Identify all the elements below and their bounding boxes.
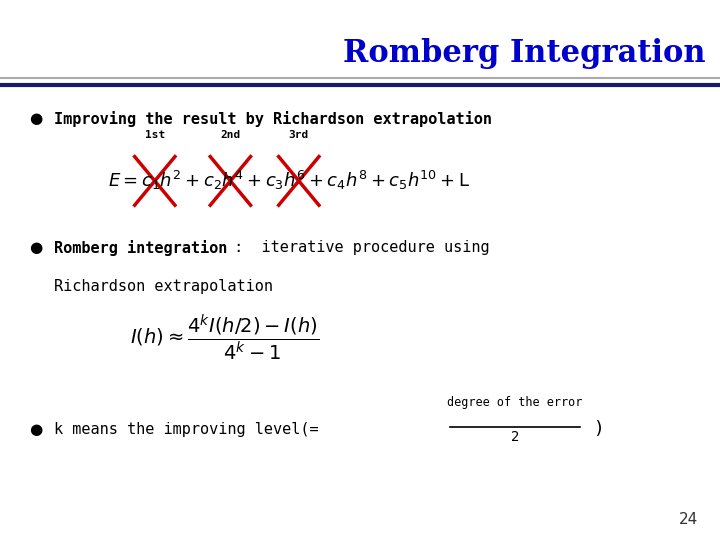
Text: :  iterative procedure using: : iterative procedure using <box>225 240 490 255</box>
Text: 24: 24 <box>679 511 698 526</box>
Text: 2: 2 <box>510 430 519 444</box>
Text: $I(h) \approx \dfrac{4^k I(h/2) - I(h)}{4^k - 1}$: $I(h) \approx \dfrac{4^k I(h/2) - I(h)}{… <box>130 312 319 363</box>
Text: $E = c_1h^2 + c_2h^4 + c_3h^6 + c_4h^8 + c_5h^{10} + \mathrm{L}$: $E = c_1h^2 + c_2h^4 + c_3h^6 + c_4h^8 +… <box>108 170 470 192</box>
Text: degree of the error: degree of the error <box>447 396 582 409</box>
Text: Romberg Integration: Romberg Integration <box>343 38 706 69</box>
Text: ): ) <box>583 420 605 438</box>
Text: ●: ● <box>29 422 42 437</box>
Text: ●: ● <box>29 240 42 255</box>
Text: 2nd: 2nd <box>220 130 240 140</box>
Text: Romberg integration: Romberg integration <box>54 240 228 256</box>
Text: Improving the result by Richardson extrapolation: Improving the result by Richardson extra… <box>54 111 492 127</box>
Text: 1st: 1st <box>145 130 165 140</box>
Text: 3rd: 3rd <box>289 130 309 140</box>
Text: ●: ● <box>29 111 42 126</box>
Text: Richardson extrapolation: Richardson extrapolation <box>54 279 273 294</box>
Text: k means the improving level(=: k means the improving level(= <box>54 422 328 437</box>
